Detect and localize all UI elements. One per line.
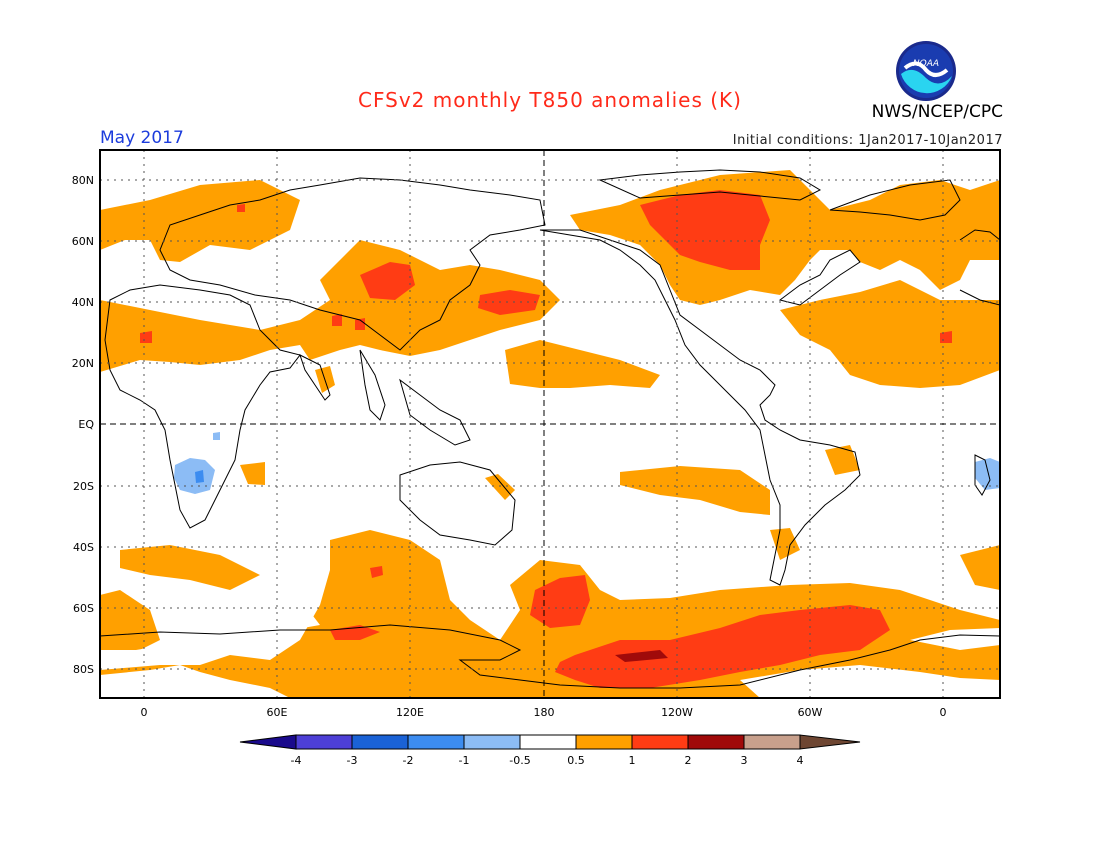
latitude-labels: 80N 60N 40N 20N EQ 20S 40S 60S 80S <box>72 174 95 676</box>
lat-label: 80S <box>73 663 94 676</box>
colorbar: -4 -3 -2 -1 -0.5 0.5 1 2 3 4 <box>239 734 861 767</box>
colorbar-tick-label: 1 <box>629 754 636 767</box>
colorbar-swatch <box>463 734 521 750</box>
longitude-labels: 0 60E 120E 180 120W 60W 0 <box>141 706 947 719</box>
lon-label: 0 <box>141 706 148 719</box>
colorbar-tick-label: -3 <box>347 754 358 767</box>
valid-month-label: May 2017 <box>100 128 184 148</box>
map-title: CFSv2 monthly T850 anomalies (K) <box>358 88 742 112</box>
colorbar-arrow-right <box>799 734 861 750</box>
colorbar-swatch <box>743 734 801 750</box>
anomaly-negative-0.5-1 <box>174 432 1000 494</box>
lon-label: 120W <box>661 706 693 719</box>
lat-label: 40N <box>72 296 94 309</box>
colorbar-arrow-left <box>239 734 297 750</box>
colorbar-swatch <box>687 734 745 750</box>
lat-label: 60N <box>72 235 94 248</box>
colorbar-swatch <box>519 734 577 750</box>
lon-label: 60W <box>798 706 823 719</box>
lat-label: 20N <box>72 357 94 370</box>
colorbar-swatch <box>295 734 353 750</box>
lat-label: EQ <box>78 418 94 431</box>
colorbar-tick-label: -4 <box>291 754 302 767</box>
lat-label: 40S <box>73 541 94 554</box>
anomaly-negative-1-2 <box>195 470 204 483</box>
anomaly-positive-2-3 <box>615 650 668 662</box>
colorbar-tick-label: -0.5 <box>509 754 530 767</box>
colorbar-tick-label: -2 <box>403 754 414 767</box>
lon-label: 0 <box>940 706 947 719</box>
colorbar-tick-label: 2 <box>685 754 692 767</box>
colorbar-tick-label: 3 <box>741 754 748 767</box>
initial-conditions-label: Initial conditions: 1Jan2017-10Jan2017 <box>732 133 1003 148</box>
colorbar-swatch <box>351 734 409 750</box>
colorbar-tick-label: 4 <box>797 754 804 767</box>
colorbar-swatch <box>407 734 465 750</box>
noaa-logo-text: NOAA <box>913 59 939 69</box>
colorbar-tick-label: 0.5 <box>567 754 585 767</box>
lat-label: 20S <box>73 480 94 493</box>
colorbar-tick-label: -1 <box>459 754 470 767</box>
colorbar-swatch <box>631 734 689 750</box>
lon-label: 120E <box>396 706 424 719</box>
anomaly-positive-1-2 <box>140 190 952 688</box>
lon-label: 180 <box>534 706 555 719</box>
colorbar-swatch <box>575 734 633 750</box>
coastlines <box>100 169 1000 689</box>
lat-label: 80N <box>72 174 94 187</box>
lon-label: 60E <box>267 706 288 719</box>
agency-label: NWS/NCEP/CPC <box>871 102 1003 122</box>
lat-label: 60S <box>73 602 94 615</box>
noaa-logo: NOAA <box>896 41 956 101</box>
map-frame <box>99 149 1001 699</box>
